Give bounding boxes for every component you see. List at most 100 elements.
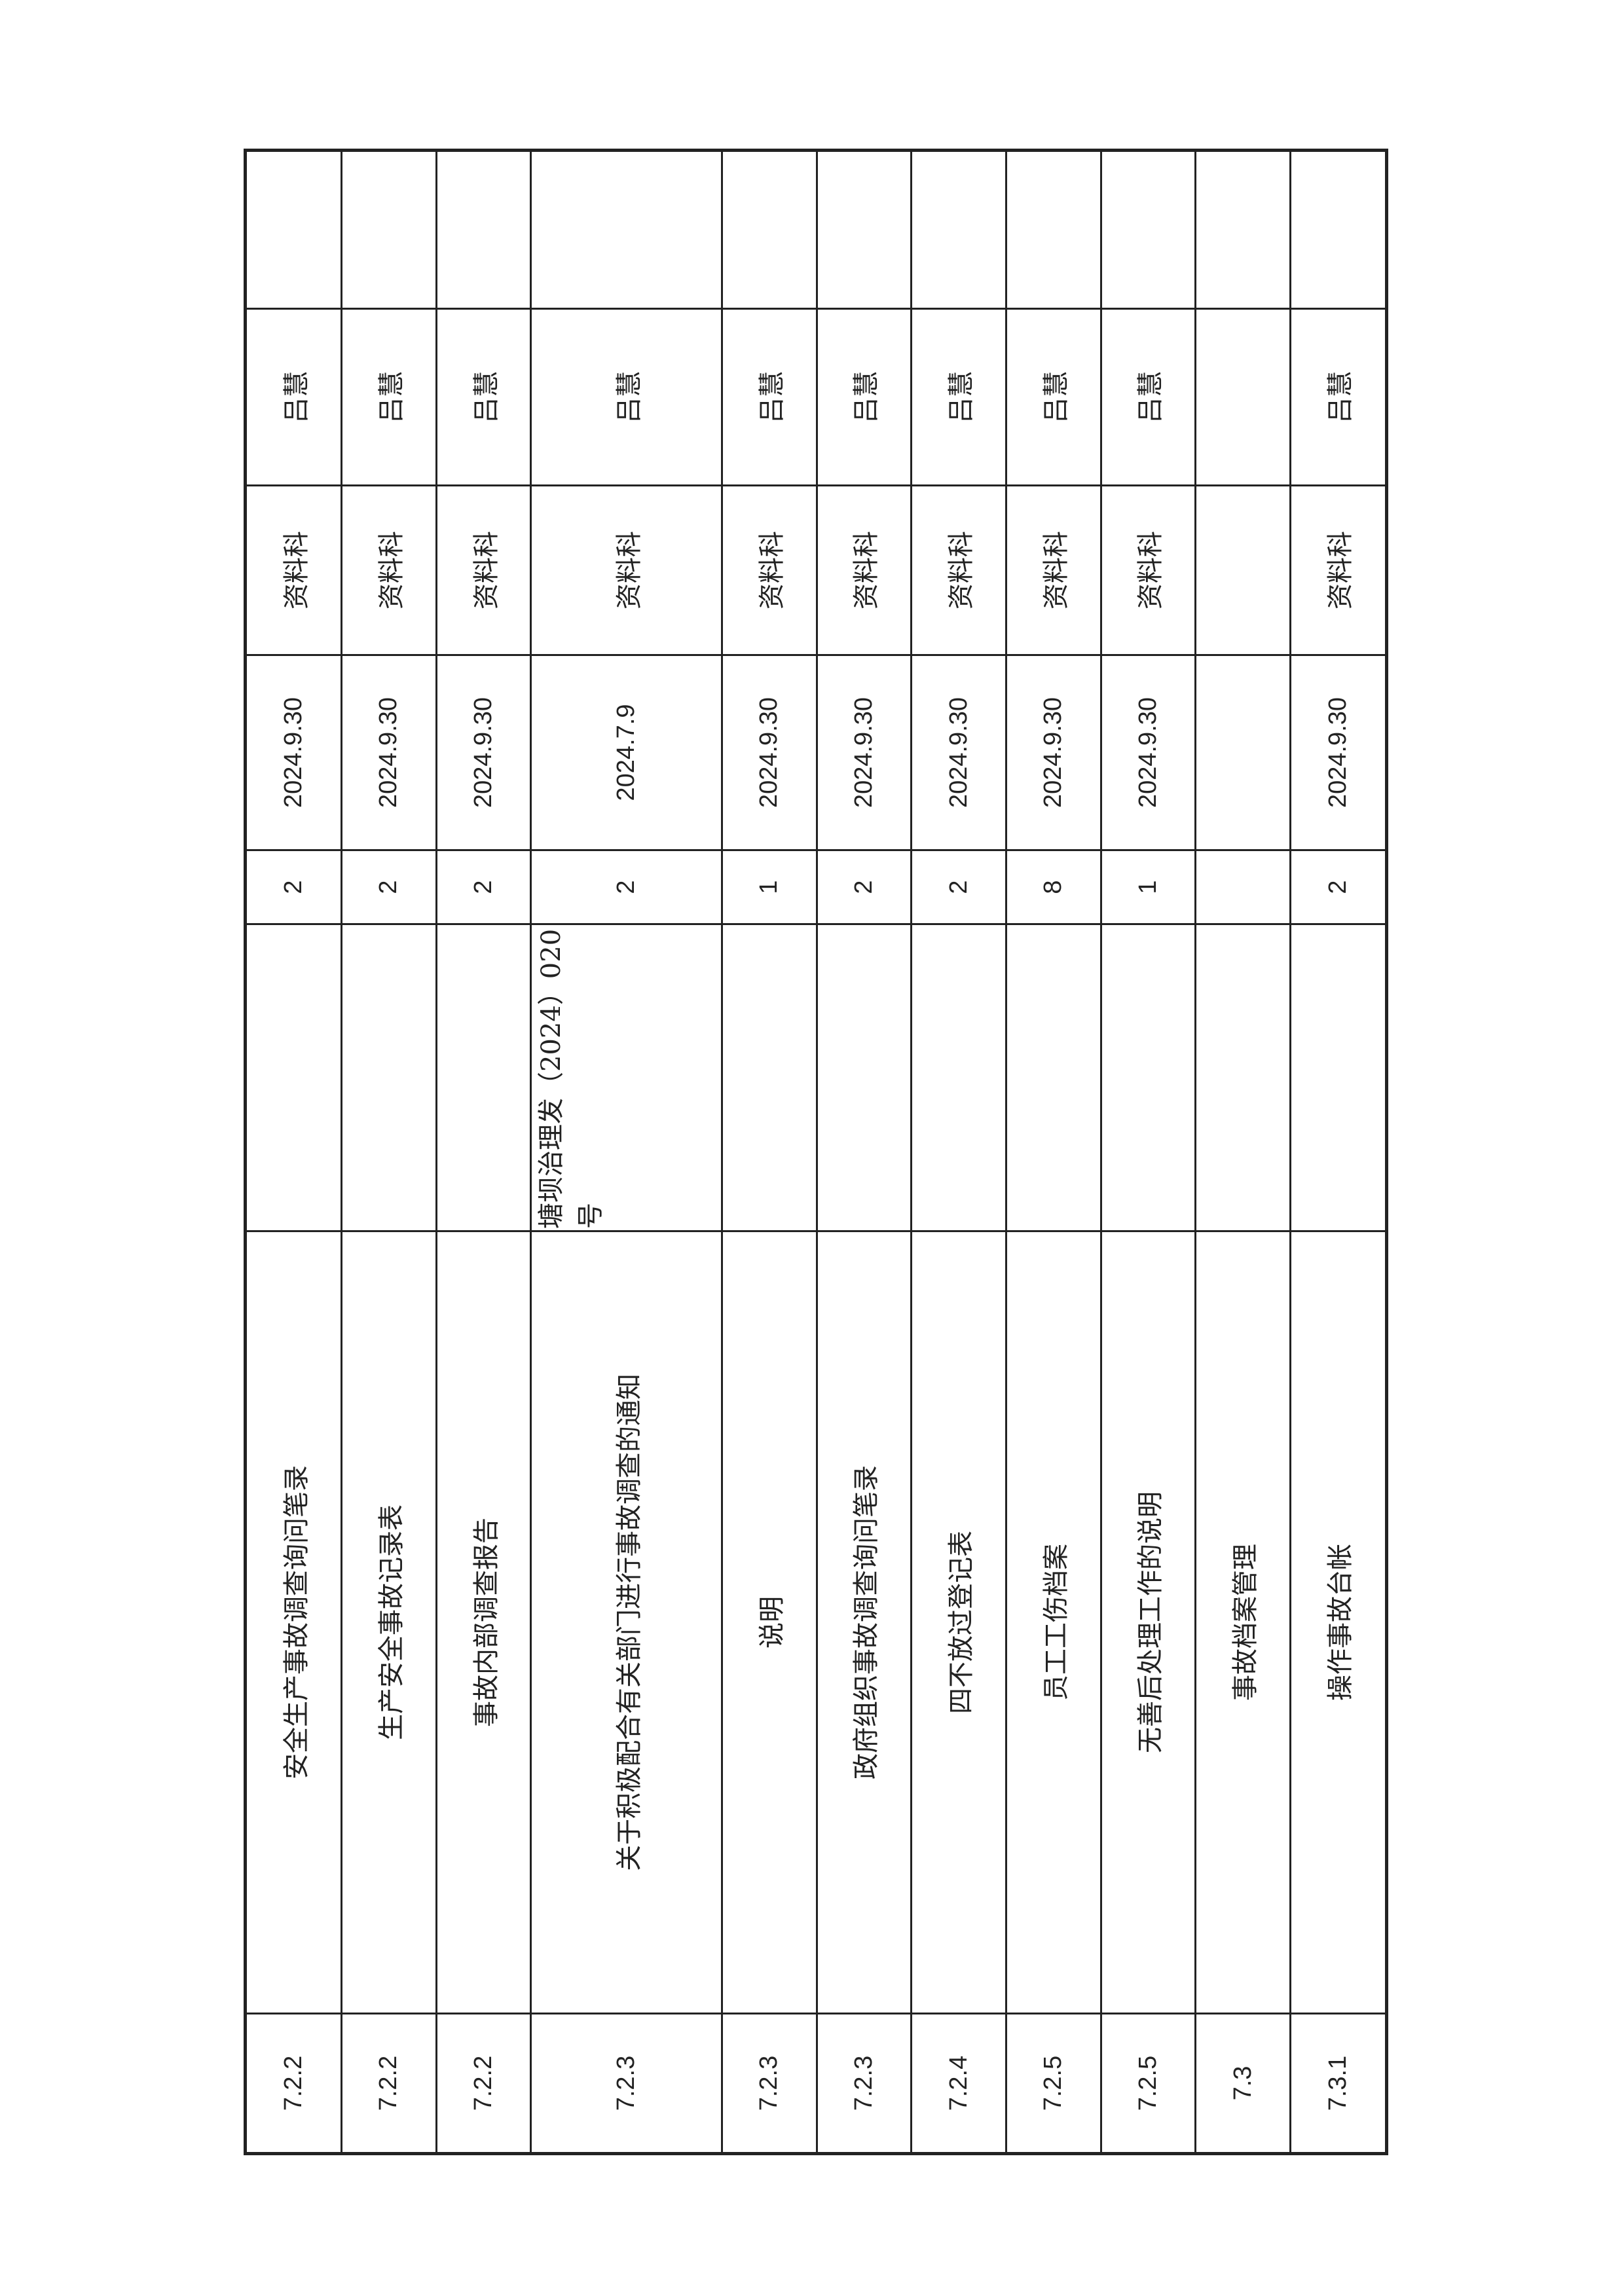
person-cell: 吕慧 (530, 308, 722, 486)
department-cell: 资料科 (722, 485, 817, 655)
person-cell: 吕慧 (245, 308, 342, 486)
person-cell (1195, 308, 1291, 486)
section-cell: 7.2.4 (911, 2013, 1006, 2154)
count-cell: 2 (911, 850, 1006, 924)
name-cell: 四不放过登记表 (911, 1231, 1006, 2014)
person-cell: 吕慧 (722, 308, 817, 486)
note-cell (245, 924, 342, 1231)
section-cell: 7.3 (1195, 2013, 1291, 2154)
date-cell: 2024.9.30 (1290, 655, 1387, 850)
count-cell: 2 (1290, 850, 1387, 924)
person-cell: 吕慧 (341, 308, 437, 486)
section-cell: 7.2.2 (436, 2013, 531, 2154)
records-table: 7.2.2 安全生产事故调查询问笔录 2 2024.9.30 资料科 吕慧 7.2.2 生产安… (244, 149, 1388, 2155)
note-cell: 塘坝治理发（2024）020号 (530, 924, 722, 1231)
name-cell: 无善后处理工作的说明 (1101, 1231, 1196, 2014)
table-row: 7.2.3 政府组织事故调查询问笔录 2 2024.9.30 资料科 吕慧 (817, 150, 912, 2154)
name-cell: 事故内部调查报告 (436, 1231, 531, 2014)
table-row: 7.2.2 生产安全事故记录表 2 2024.9.30 资料科 吕慧 (341, 150, 437, 2154)
person-cell: 吕慧 (911, 308, 1006, 486)
date-cell: 2024.9.30 (722, 655, 817, 850)
section-cell: 7.2.3 (530, 2013, 722, 2154)
remark-cell (436, 150, 531, 309)
section-cell: 7.2.2 (245, 2013, 342, 2154)
department-cell: 资料科 (530, 485, 722, 655)
section-cell: 7.3.1 (1290, 2013, 1387, 2154)
person-cell: 吕慧 (1101, 308, 1196, 486)
table-row: 7.2.5 无善后处理工作的说明 1 2024.9.30 资料科 吕慧 (1101, 150, 1196, 2154)
note-cell (1006, 924, 1101, 1231)
section-cell: 7.2.2 (341, 2013, 437, 2154)
note-cell (341, 924, 437, 1231)
remark-cell (817, 150, 912, 309)
note-cell (722, 924, 817, 1231)
section-cell: 7.2.3 (722, 2013, 817, 2154)
name-cell: 说明 (722, 1231, 817, 2014)
name-cell: 安全生产事故调查询问笔录 (245, 1231, 342, 2014)
name-cell: 生产安全事故记录表 (341, 1231, 437, 2014)
department-cell: 资料科 (1290, 485, 1387, 655)
department-cell: 资料科 (436, 485, 531, 655)
count-cell: 2 (341, 850, 437, 924)
date-cell (1195, 655, 1291, 850)
department-cell: 资料科 (1101, 485, 1196, 655)
date-cell: 2024.9.30 (817, 655, 912, 850)
person-cell: 吕慧 (436, 308, 531, 486)
date-cell: 2024.9.30 (1101, 655, 1196, 850)
remark-cell (245, 150, 342, 309)
section-cell: 7.2.5 (1006, 2013, 1101, 2154)
date-cell: 2024.9.30 (341, 655, 437, 850)
name-cell: 关于积极配合有关部门进行事故调查的通知 (530, 1231, 722, 2014)
remark-cell (1195, 150, 1291, 309)
note-cell (436, 924, 531, 1231)
date-cell: 2024.7.9 (530, 655, 722, 850)
date-cell: 2024.9.30 (245, 655, 342, 850)
name-cell: 操作事故台帐 (1290, 1231, 1387, 2014)
date-cell: 2024.9.30 (1006, 655, 1101, 850)
count-cell: 1 (722, 850, 817, 924)
table-row: 7.3 事故档案管理 (1195, 150, 1291, 2154)
date-cell: 2024.9.30 (911, 655, 1006, 850)
section-cell: 7.2.3 (817, 2013, 912, 2154)
table-row: 7.2.2 事故内部调查报告 2 2024.9.30 资料科 吕慧 (436, 150, 531, 2154)
person-cell: 吕慧 (1006, 308, 1101, 486)
remark-cell (341, 150, 437, 309)
department-cell: 资料科 (245, 485, 342, 655)
table-row: 7.2.5 员工工伤档案 8 2024.9.30 资料科 吕慧 (1006, 150, 1101, 2154)
remark-cell (1101, 150, 1196, 309)
table-row: 7.2.4 四不放过登记表 2 2024.9.30 资料科 吕慧 (911, 150, 1006, 2154)
count-cell: 2 (436, 850, 531, 924)
note-cell (1195, 924, 1291, 1231)
table-row: 7.2.3 关于积极配合有关部门进行事故调查的通知 塘坝治理发（2024）020号 2… (530, 150, 722, 2154)
count-cell (1195, 850, 1291, 924)
note-cell (911, 924, 1006, 1231)
count-cell: 2 (245, 850, 342, 924)
name-cell: 政府组织事故调查询问笔录 (817, 1231, 912, 2014)
person-cell: 吕慧 (1290, 308, 1387, 486)
table-row: 7.2.3 说明 1 2024.9.30 资料科 吕慧 (722, 150, 817, 2154)
note-cell (1101, 924, 1196, 1231)
section-cell: 7.2.5 (1101, 2013, 1196, 2154)
remark-cell (722, 150, 817, 309)
name-cell: 事故档案管理 (1195, 1231, 1291, 2014)
table-row: 7.2.2 安全生产事故调查询问笔录 2 2024.9.30 资料科 吕慧 (245, 150, 342, 2154)
remark-cell (530, 150, 722, 309)
department-cell: 资料科 (817, 485, 912, 655)
note-cell (817, 924, 912, 1231)
department-cell: 资料科 (1006, 485, 1101, 655)
remark-cell (1290, 150, 1387, 309)
name-cell: 员工工伤档案 (1006, 1231, 1101, 2014)
date-cell: 2024.9.30 (436, 655, 531, 850)
remark-cell (1006, 150, 1101, 309)
person-cell: 吕慧 (817, 308, 912, 486)
count-cell: 1 (1101, 850, 1196, 924)
note-cell (1290, 924, 1387, 1231)
count-cell: 2 (817, 850, 912, 924)
department-cell: 资料科 (911, 485, 1006, 655)
remark-cell (911, 150, 1006, 309)
count-cell: 2 (530, 850, 722, 924)
table-row: 7.3.1 操作事故台帐 2 2024.9.30 资料科 吕慧 (1290, 150, 1387, 2154)
department-cell (1195, 485, 1291, 655)
rotated-document-table: 7.2.2 安全生产事故调查询问笔录 2 2024.9.30 资料科 吕慧 7.2.2 生产安… (244, 149, 1388, 2155)
count-cell: 8 (1006, 850, 1101, 924)
